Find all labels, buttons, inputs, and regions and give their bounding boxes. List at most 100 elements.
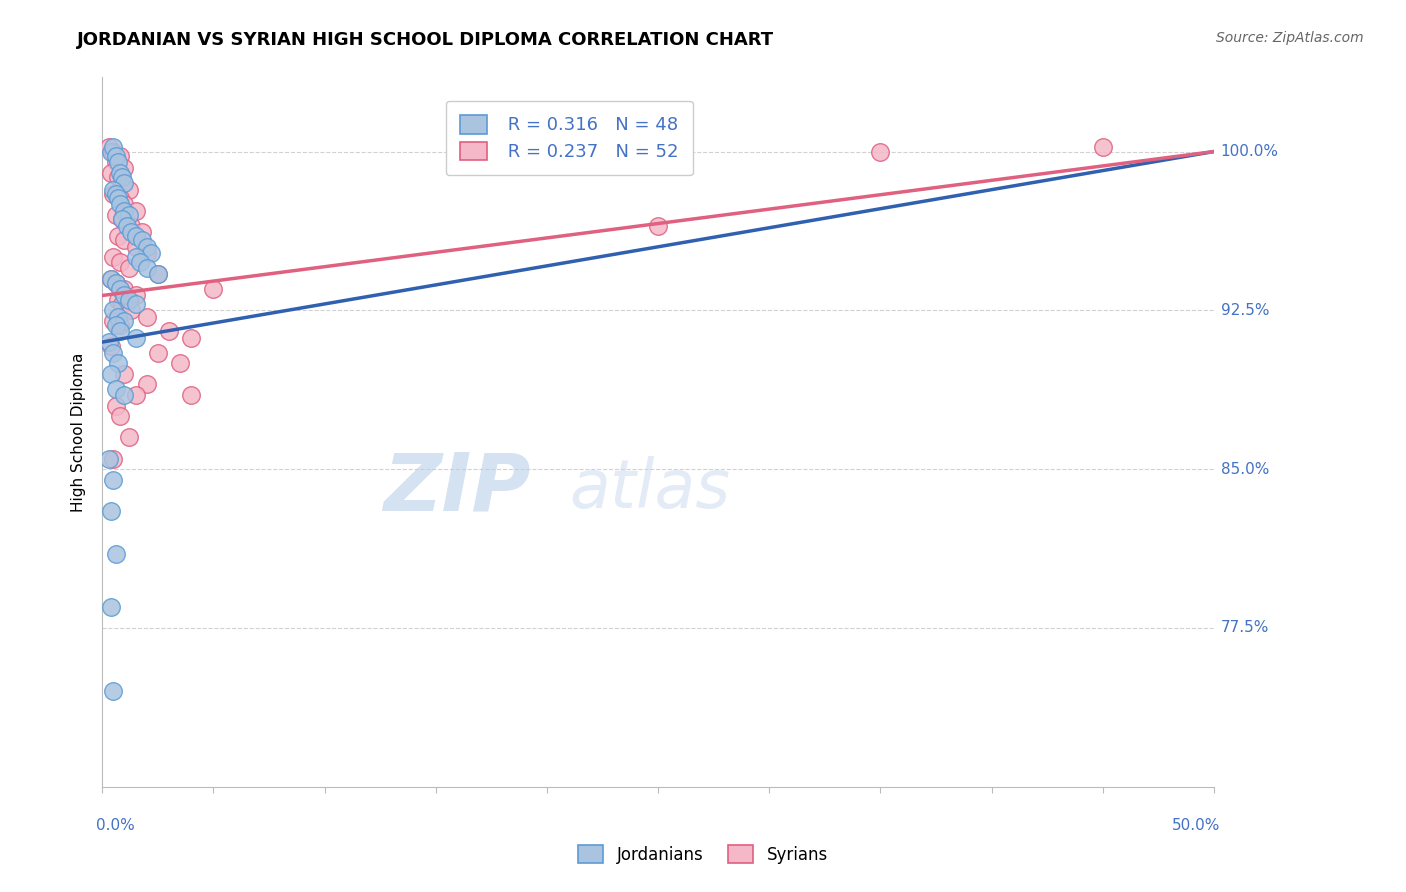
Point [103, 314, 125, 328]
Point [124, 240, 146, 254]
Point [114, 203, 136, 218]
Point [146, 268, 169, 282]
Point [114, 367, 136, 381]
Point [104, 382, 127, 396]
Point [157, 325, 180, 339]
Point [111, 169, 134, 184]
Point [111, 297, 134, 311]
Point [100, 504, 122, 518]
Point [104, 155, 127, 169]
Point [135, 246, 157, 260]
Point [108, 409, 131, 424]
Point [146, 345, 169, 359]
Point [104, 399, 127, 413]
Point [103, 251, 125, 265]
Point [114, 197, 136, 211]
Point [108, 166, 131, 180]
Point [114, 314, 136, 328]
Point [108, 149, 131, 163]
Point [108, 282, 131, 296]
Point [103, 303, 125, 318]
Point [111, 212, 134, 227]
Text: 0.0%: 0.0% [96, 818, 135, 833]
Point [104, 149, 127, 163]
Point [135, 310, 157, 324]
Point [124, 229, 146, 244]
Point [135, 240, 157, 254]
Point [647, 219, 669, 233]
Text: 85.0%: 85.0% [1220, 461, 1270, 476]
Point [97, 140, 120, 154]
Point [124, 331, 146, 345]
Point [124, 297, 146, 311]
Point [180, 331, 202, 345]
Point [114, 176, 136, 190]
Point [180, 388, 202, 402]
Point [120, 219, 142, 233]
Point [103, 140, 125, 154]
Point [118, 183, 141, 197]
Point [104, 276, 127, 290]
Text: ZIP: ZIP [382, 450, 530, 528]
Legend: Jordanians, Syrians: Jordanians, Syrians [571, 838, 835, 871]
Point [107, 191, 129, 205]
Point [124, 288, 146, 302]
Point [108, 191, 131, 205]
Point [124, 203, 146, 218]
Point [1091, 140, 1114, 154]
Point [120, 303, 142, 318]
Point [111, 212, 134, 227]
Text: 92.5%: 92.5% [1220, 302, 1270, 318]
Point [108, 197, 131, 211]
Point [104, 186, 127, 201]
Text: Source: ZipAtlas.com: Source: ZipAtlas.com [1216, 31, 1364, 45]
Point [118, 208, 141, 222]
Point [115, 219, 138, 233]
Point [108, 318, 131, 332]
Point [135, 377, 157, 392]
Point [103, 183, 125, 197]
Point [103, 473, 125, 487]
Point [131, 225, 153, 239]
Point [100, 599, 122, 614]
Text: 50.0%: 50.0% [1173, 818, 1220, 833]
Text: atlas: atlas [569, 456, 730, 522]
Point [103, 145, 125, 159]
Point [100, 271, 122, 285]
Y-axis label: High School Diploma: High School Diploma [72, 352, 86, 512]
Point [103, 186, 125, 201]
Point [139, 246, 162, 260]
Point [97, 334, 120, 349]
Point [118, 293, 141, 307]
Point [100, 166, 122, 180]
Point [111, 176, 134, 190]
Point [114, 282, 136, 296]
Point [118, 260, 141, 275]
Point [120, 225, 142, 239]
Point [104, 276, 127, 290]
Point [869, 145, 891, 159]
Point [169, 356, 191, 370]
Point [107, 356, 129, 370]
Point [104, 208, 127, 222]
Text: JORDANIAN VS SYRIAN HIGH SCHOOL DIPLOMA CORRELATION CHART: JORDANIAN VS SYRIAN HIGH SCHOOL DIPLOMA … [77, 31, 775, 49]
Point [135, 260, 157, 275]
Point [114, 288, 136, 302]
Point [114, 388, 136, 402]
Point [107, 310, 129, 324]
Point [107, 229, 129, 244]
Point [202, 282, 225, 296]
Legend:  R = 0.316   N = 48,  R = 0.237   N = 52: R = 0.316 N = 48, R = 0.237 N = 52 [446, 101, 693, 176]
Text: 77.5%: 77.5% [1220, 620, 1270, 635]
Point [118, 430, 141, 444]
Point [100, 145, 122, 159]
Point [104, 318, 127, 332]
Point [107, 169, 129, 184]
Point [124, 251, 146, 265]
Point [108, 325, 131, 339]
Point [103, 345, 125, 359]
Point [146, 268, 169, 282]
Point [107, 155, 129, 169]
Point [104, 547, 127, 561]
Point [108, 254, 131, 268]
